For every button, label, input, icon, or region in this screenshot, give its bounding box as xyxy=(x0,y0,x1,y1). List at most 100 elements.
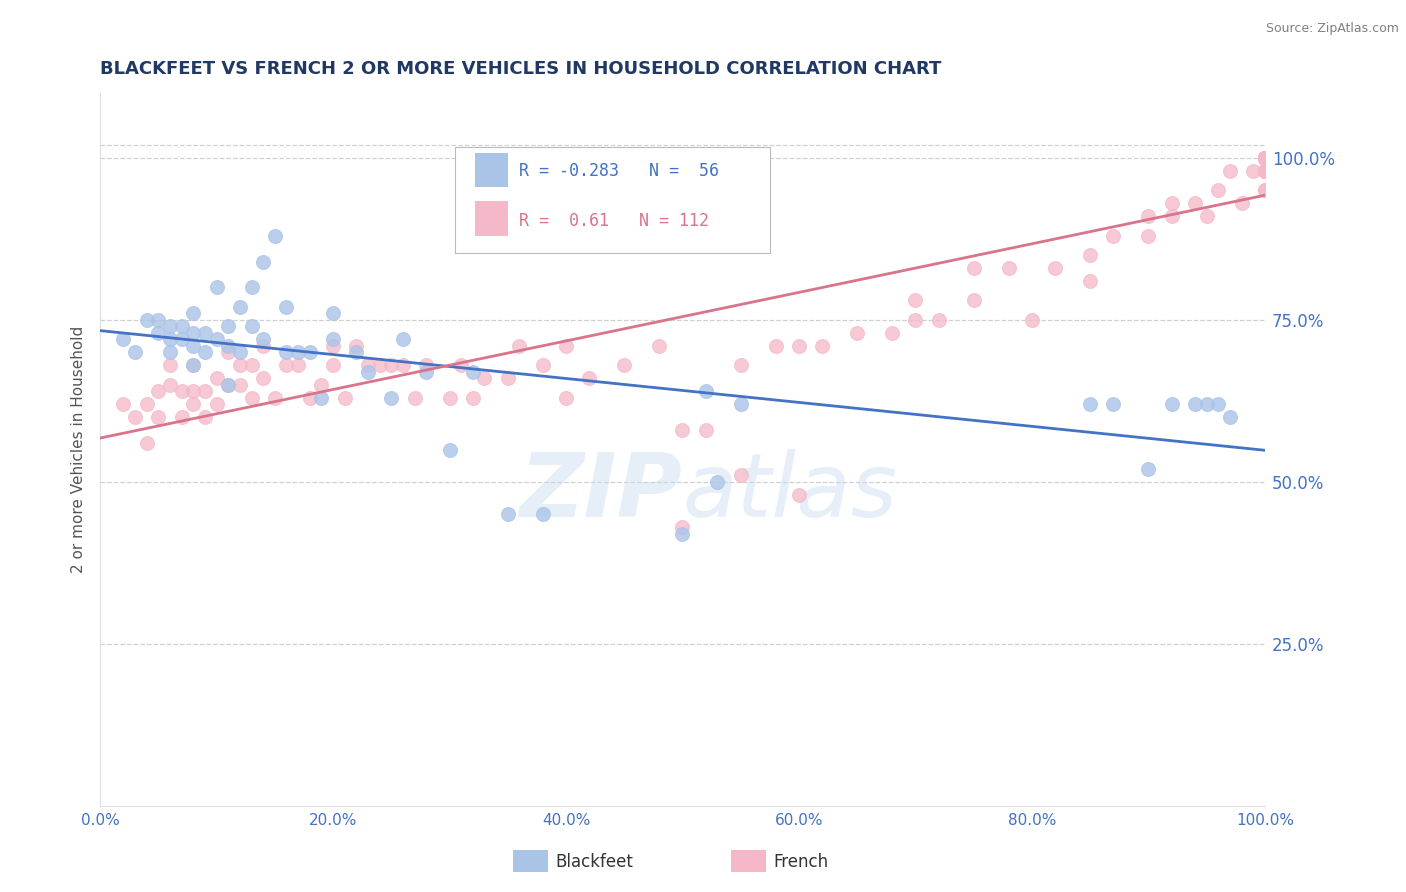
Point xyxy=(1195,397,1218,411)
Point xyxy=(263,391,285,405)
Point xyxy=(997,260,1019,275)
Point xyxy=(159,332,181,346)
Point xyxy=(578,371,600,385)
Point xyxy=(322,339,344,353)
Point xyxy=(170,332,193,346)
Point xyxy=(380,358,402,372)
Point xyxy=(613,358,636,372)
Point xyxy=(730,358,752,372)
Point xyxy=(1254,151,1277,165)
Point xyxy=(1219,164,1241,178)
Point xyxy=(159,358,181,372)
Point xyxy=(846,326,869,340)
Point xyxy=(205,280,228,294)
Point xyxy=(217,319,239,334)
Point xyxy=(322,332,344,346)
Point xyxy=(962,260,984,275)
Point xyxy=(148,384,170,399)
Point xyxy=(217,377,239,392)
Point xyxy=(1254,151,1277,165)
Point xyxy=(1254,151,1277,165)
Point xyxy=(1254,164,1277,178)
Point xyxy=(1195,209,1218,223)
Point xyxy=(252,339,274,353)
Point xyxy=(240,280,263,294)
Text: French: French xyxy=(773,853,828,871)
Point xyxy=(276,358,298,372)
Point xyxy=(1230,196,1253,211)
Point xyxy=(181,326,204,340)
Point xyxy=(112,332,135,346)
Point xyxy=(1160,397,1182,411)
Point xyxy=(1254,151,1277,165)
Point xyxy=(357,365,380,379)
Point xyxy=(461,365,484,379)
Point xyxy=(181,384,204,399)
Point xyxy=(962,293,984,308)
Point xyxy=(461,391,484,405)
Text: atlas: atlas xyxy=(682,450,897,535)
Point xyxy=(217,339,239,353)
Point xyxy=(450,358,472,372)
Point xyxy=(1043,260,1066,275)
Point xyxy=(1206,397,1229,411)
Point xyxy=(1254,151,1277,165)
Y-axis label: 2 or more Vehicles in Household: 2 or more Vehicles in Household xyxy=(72,326,86,574)
Point xyxy=(252,254,274,268)
Point xyxy=(1160,196,1182,211)
Point xyxy=(648,339,671,353)
Point xyxy=(1078,274,1101,288)
Point xyxy=(1254,151,1277,165)
Point xyxy=(1102,397,1125,411)
Point xyxy=(322,358,344,372)
Point xyxy=(1254,183,1277,197)
Point xyxy=(194,410,217,425)
Point xyxy=(287,345,309,359)
Point xyxy=(368,358,391,372)
Point xyxy=(1184,397,1206,411)
FancyBboxPatch shape xyxy=(456,146,770,253)
Point xyxy=(311,377,333,392)
Point xyxy=(276,345,298,359)
Point xyxy=(217,377,239,392)
Point xyxy=(194,345,217,359)
Point xyxy=(1254,151,1277,165)
Point xyxy=(205,397,228,411)
Point xyxy=(706,475,728,489)
Point xyxy=(1219,410,1241,425)
Point xyxy=(1184,196,1206,211)
Point xyxy=(882,326,904,340)
Point xyxy=(170,410,193,425)
Text: BLACKFEET VS FRENCH 2 OR MORE VEHICLES IN HOUSEHOLD CORRELATION CHART: BLACKFEET VS FRENCH 2 OR MORE VEHICLES I… xyxy=(100,60,942,78)
Point xyxy=(1254,183,1277,197)
Point xyxy=(811,339,834,353)
Point xyxy=(415,365,437,379)
Point xyxy=(1078,248,1101,262)
Point xyxy=(671,526,693,541)
Point xyxy=(439,442,461,457)
Point xyxy=(1254,151,1277,165)
Point xyxy=(555,339,578,353)
Point xyxy=(555,391,578,405)
Point xyxy=(357,358,380,372)
Point xyxy=(159,377,181,392)
Point xyxy=(904,313,927,327)
Point xyxy=(159,319,181,334)
Point xyxy=(148,326,170,340)
Point xyxy=(1254,151,1277,165)
Point xyxy=(1021,313,1043,327)
Point xyxy=(229,300,252,314)
Point xyxy=(170,319,193,334)
Point xyxy=(671,520,693,534)
Point xyxy=(1078,397,1101,411)
Point xyxy=(240,358,263,372)
Point xyxy=(1102,228,1125,243)
Point xyxy=(194,384,217,399)
Point xyxy=(205,371,228,385)
Point xyxy=(695,423,717,437)
Text: R =  0.61   N = 112: R = 0.61 N = 112 xyxy=(519,212,710,230)
Point xyxy=(240,391,263,405)
Point xyxy=(671,423,693,437)
Point xyxy=(1254,151,1277,165)
Point xyxy=(229,345,252,359)
